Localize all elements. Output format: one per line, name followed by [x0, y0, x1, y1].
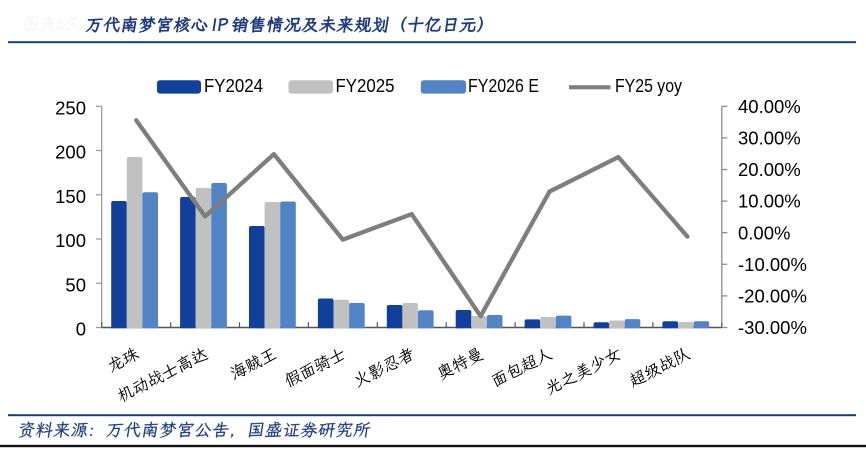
svg-text:0.00%: 0.00% — [738, 222, 790, 243]
svg-text:250: 250 — [55, 97, 86, 118]
svg-text:20.00%: 20.00% — [738, 159, 801, 180]
svg-text:-20.00%: -20.00% — [738, 286, 807, 307]
svg-text:40.00%: 40.00% — [738, 96, 801, 117]
svg-text:200: 200 — [55, 142, 86, 163]
svg-text:FY2026 E: FY2026 E — [468, 76, 539, 96]
svg-text:FY2024: FY2024 — [204, 76, 263, 96]
svg-text:FY2025: FY2025 — [336, 76, 395, 96]
svg-text:30.00%: 30.00% — [738, 128, 801, 149]
svg-text:50: 50 — [65, 274, 86, 295]
svg-text:-10.00%: -10.00% — [738, 254, 807, 275]
svg-text:0: 0 — [76, 319, 86, 340]
svg-text:150: 150 — [55, 186, 86, 207]
svg-text:10.00%: 10.00% — [738, 191, 801, 212]
svg-text:-30.00%: -30.00% — [738, 317, 807, 338]
svg-text:FY25 yoy: FY25 yoy — [615, 76, 682, 96]
svg-text:100: 100 — [55, 230, 86, 251]
